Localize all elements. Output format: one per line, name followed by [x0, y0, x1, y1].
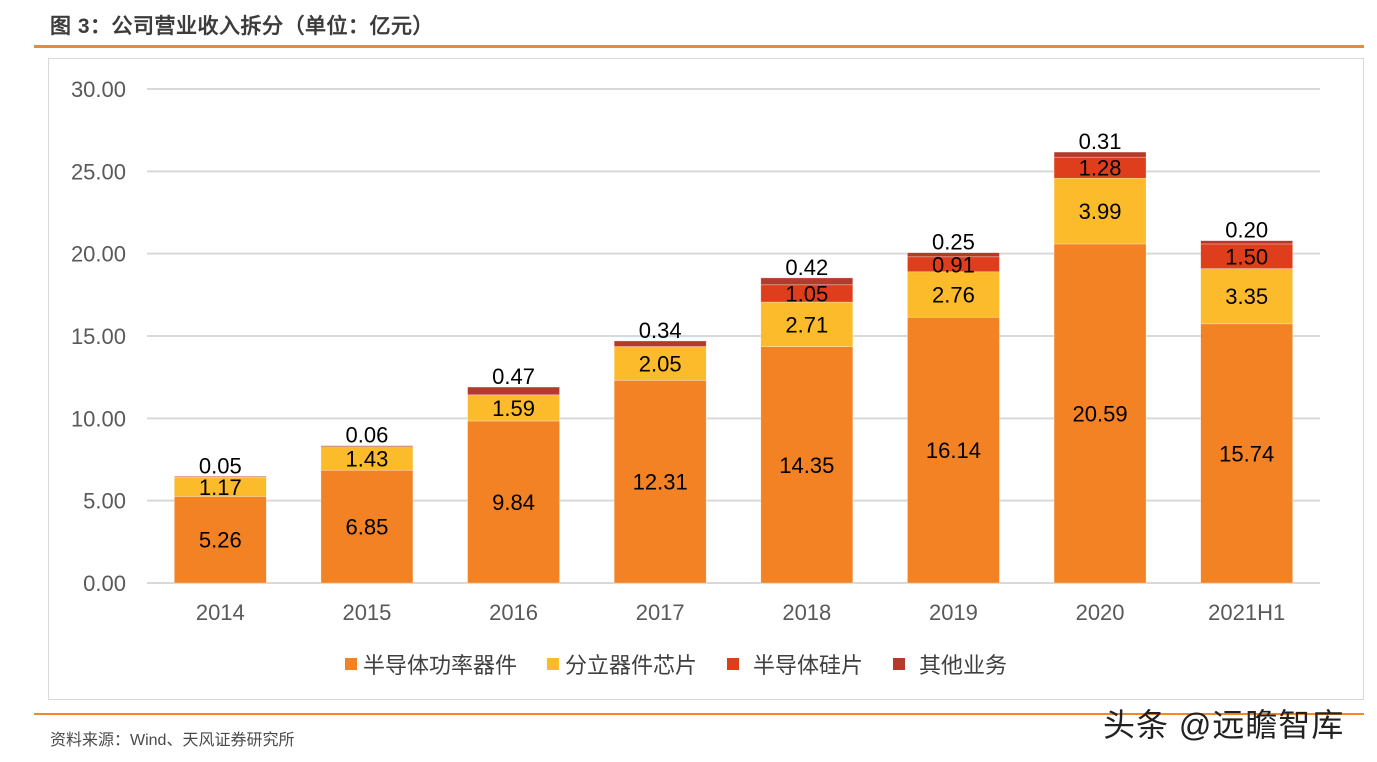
bar-segment	[320, 469, 414, 584]
legend-swatch	[893, 658, 906, 670]
legend: 半导体功率器件 分立器件芯片 半导体硅片 其他业务	[345, 648, 1037, 680]
data-label: 2.71	[785, 312, 828, 337]
data-label: 0.47	[492, 364, 535, 389]
bar-segment	[907, 316, 1000, 584]
x-axis-ticks: 2014 2015 2016 2017 2018 2019 2020 2021H1	[196, 600, 1285, 625]
bar-segment	[1053, 243, 1147, 584]
bar-segment	[760, 346, 854, 584]
legend-label: 分立器件芯片	[565, 653, 698, 678]
data-label: 1.05	[785, 281, 828, 306]
bar-segment	[613, 379, 707, 584]
data-label: 0.91	[932, 252, 975, 277]
bar-segment	[613, 346, 707, 381]
title-rule	[34, 45, 1364, 48]
data-label: 2.05	[639, 351, 682, 376]
data-label: 20.59	[1073, 401, 1128, 426]
data-label: 14.35	[779, 453, 834, 478]
data-labels: 5.26 1.170.05 6.85 1.430.06 9.84 1.59 0.47 12.3…	[199, 129, 1274, 553]
data-label: 12.31	[633, 470, 688, 495]
data-label: 0.20	[1225, 218, 1268, 243]
data-label: 0.42	[785, 255, 828, 280]
y-tick-label: 5.00	[83, 489, 126, 514]
x-tick-label: 2018	[782, 600, 831, 625]
data-label: 0.05	[199, 453, 242, 478]
bar-segment	[1200, 240, 1293, 245]
x-tick-label: 2021H1	[1208, 600, 1285, 625]
y-tick-label: 25.00	[71, 159, 126, 184]
data-label: 15.74	[1219, 441, 1274, 466]
x-tick-label: 2017	[636, 600, 685, 625]
y-axis-ticks: 0.00 5.00 10.00 15.00 20.00 25.00 30.00	[71, 77, 126, 596]
bar-segment	[320, 445, 414, 447]
data-label: 2.76	[932, 283, 975, 308]
data-label: 3.99	[1079, 199, 1122, 224]
legend-item: 半导体功率器件	[345, 648, 517, 680]
legend-swatch	[727, 658, 740, 670]
legend-label: 半导体硅片	[753, 653, 864, 678]
data-label: 3.35	[1225, 284, 1268, 309]
y-tick-label: 15.00	[71, 324, 126, 349]
chart-frame	[48, 58, 1364, 700]
legend-label: 半导体功率器件	[363, 653, 518, 678]
bar-segment	[467, 420, 560, 584]
y-tick-label: 10.00	[71, 406, 126, 431]
bar-segment	[467, 386, 560, 396]
bar-segment	[467, 394, 560, 422]
figure-title: 图 3：公司营业收入拆分（单位：亿元）	[50, 15, 435, 38]
y-tick-label: 20.00	[71, 242, 126, 267]
data-label: 0.34	[639, 318, 682, 343]
bar-segment	[760, 301, 854, 348]
footer-rule	[34, 713, 1364, 715]
data-label: 1.17	[199, 475, 242, 500]
data-label: 5.26	[199, 528, 242, 553]
data-label: 6.85	[346, 515, 389, 540]
y-tick-label: 0.00	[83, 571, 126, 596]
legend-item: 其他业务	[893, 648, 1007, 680]
bar-segment	[1053, 151, 1147, 158]
data-label: 1.50	[1225, 244, 1268, 269]
y-tick-label: 30.00	[71, 77, 126, 102]
legend-swatch	[345, 658, 357, 670]
legend-label: 其他业务	[919, 653, 1008, 678]
data-label: 0.31	[1079, 129, 1122, 154]
data-label: 1.28	[1079, 156, 1122, 181]
x-tick-label: 2014	[196, 600, 245, 625]
bar-segment	[760, 277, 854, 286]
legend-item: 分立器件芯片	[547, 648, 697, 680]
bar-segment	[174, 496, 267, 584]
bar-segment	[174, 475, 267, 478]
data-label: 16.14	[926, 438, 981, 463]
data-label: 0.25	[932, 230, 975, 255]
data-label: 0.06	[346, 423, 389, 448]
bar-segment	[613, 340, 707, 347]
data-label: 1.59	[492, 396, 535, 421]
x-tick-label: 2015	[342, 600, 391, 625]
bar-segment	[907, 252, 1000, 258]
legend-swatch	[547, 658, 560, 670]
bar-segment	[907, 271, 1000, 318]
data-label: 9.84	[492, 490, 535, 515]
legend-item: 半导体硅片	[727, 648, 863, 680]
bar-segment	[1053, 177, 1147, 245]
watermark: 头条 @远瞻智库	[1103, 707, 1345, 743]
data-label: 1.43	[346, 446, 389, 471]
x-tick-label: 2016	[489, 600, 538, 625]
bars	[174, 151, 1293, 584]
x-tick-label: 2020	[1076, 600, 1125, 625]
source-note: 资料来源：Wind、天风证券研究所	[50, 732, 295, 749]
bar-segment	[1200, 268, 1293, 325]
x-tick-label: 2019	[929, 600, 978, 625]
bar-segment	[1200, 323, 1293, 584]
